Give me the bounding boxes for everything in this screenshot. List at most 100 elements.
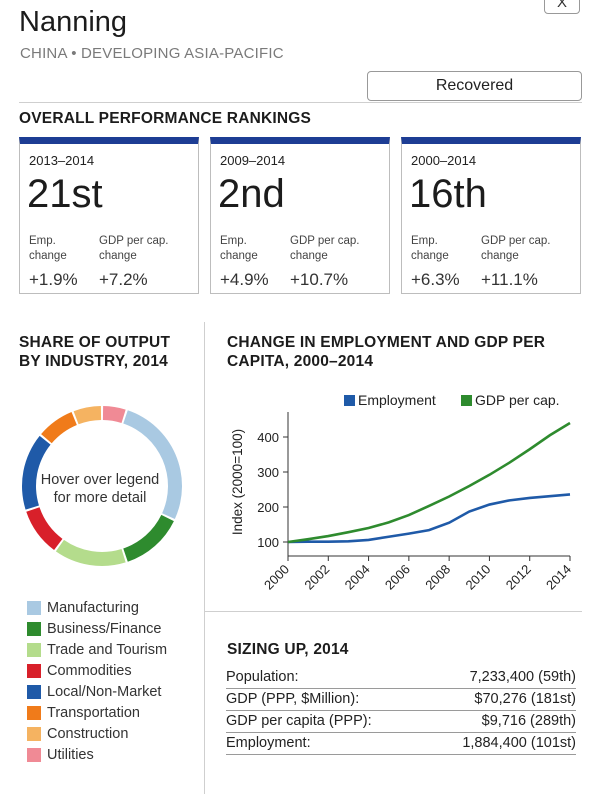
- x-tick-label: 2002: [301, 562, 332, 593]
- legend-swatch: [27, 705, 41, 720]
- donut-segment-business-finance: [123, 514, 174, 562]
- gdp-change-value: +10.7%: [290, 270, 349, 289]
- y-tick-label: 300: [257, 465, 279, 480]
- divider: [205, 611, 582, 612]
- legend-item-trade-and-tourism[interactable]: Trade and Tourism: [27, 639, 167, 660]
- legend-item-business-finance[interactable]: Business/Finance: [27, 618, 167, 639]
- legend-swatch: [27, 642, 41, 657]
- donut-segment-commodities: [26, 507, 63, 551]
- donut-segment-manufacturing: [123, 410, 182, 520]
- x-tick-label: 2010: [462, 562, 493, 593]
- y-tick-label: 400: [257, 430, 279, 445]
- donut-segment-utilities: [102, 406, 126, 423]
- gdp-change-label: GDP per cap. change: [481, 235, 551, 262]
- x-tick-label: 2000: [261, 562, 292, 593]
- card-period: 2013–2014: [29, 153, 95, 168]
- x-tick-label: 2006: [382, 562, 413, 593]
- legend-swatch: [27, 747, 41, 762]
- sizing-label: GDP per capita (PPP):: [226, 713, 372, 729]
- x-tick-label: 2014: [543, 562, 574, 593]
- y-axis-label: Index (2000=100): [230, 429, 245, 535]
- sizing-value: 1,884,400 (101st): [462, 735, 576, 751]
- legend-label: Business/Finance: [47, 620, 162, 637]
- ranking-card-2009-2014: 2009–2014 2nd Emp. change GDP per cap. cha…: [210, 137, 390, 294]
- emp-change-label: Emp. change: [411, 235, 449, 262]
- page-title: Nanning: [19, 6, 128, 38]
- legend-item-construction[interactable]: Construction: [27, 723, 167, 744]
- industry-donut-chart: [22, 406, 182, 566]
- x-tick-label: 2012: [503, 562, 534, 593]
- sizing-label: Employment:: [226, 735, 311, 751]
- card-period: 2009–2014: [220, 153, 286, 168]
- sizing-up-title: SIZING UP, 2014: [227, 641, 349, 658]
- x-tick-label: 2004: [342, 562, 373, 593]
- legend-swatch: [27, 726, 41, 741]
- close-button[interactable]: X: [544, 0, 580, 14]
- emp-change-value: +4.9%: [220, 270, 269, 289]
- donut-hint: Hover over legend for more detail: [40, 472, 160, 506]
- divider: [19, 102, 582, 103]
- emp-change-label: Emp. change: [220, 235, 258, 262]
- gdp-change-value: +7.2%: [99, 270, 148, 289]
- ranking-card-2000-2014: 2000–2014 16th Emp. change GDP per cap. ch…: [401, 137, 581, 294]
- ranking-card-2013-2014: 2013–2014 21st Emp. change GDP per cap. ch…: [19, 137, 199, 294]
- legend-label: Utilities: [47, 746, 94, 763]
- legend-item-transportation[interactable]: Transportation: [27, 702, 167, 723]
- rankings-title: OVERALL PERFORMANCE RANKINGS: [19, 110, 312, 127]
- y-tick-label: 200: [257, 500, 279, 515]
- sizing-table: Population: 7,233,400 (59th) GDP (PPP, $M…: [226, 667, 576, 755]
- emp-change-value: +6.3%: [411, 270, 460, 289]
- legend-item-commodities[interactable]: Commodities: [27, 660, 167, 681]
- legend-item-utilities[interactable]: Utilities: [27, 744, 167, 765]
- sizing-label: Population:: [226, 669, 299, 685]
- chart-legend-swatch: [461, 395, 472, 406]
- gdp-change-label: GDP per cap. change: [99, 235, 169, 262]
- x-tick-label: 2008: [422, 562, 453, 593]
- chart-legend-label-employment: Employment: [358, 392, 436, 408]
- legend-label: Local/Non-Market: [47, 683, 162, 700]
- gdp-change-label: GDP per cap. change: [290, 235, 360, 262]
- sizing-value: $70,276 (181st): [474, 691, 576, 707]
- sizing-row-gdp-per-capita: GDP per capita (PPP): $9,716 (289th): [226, 711, 576, 733]
- region-subtitle: CHINA • DEVELOPING ASIA-PACIFIC: [20, 45, 284, 62]
- gdp-change-value: +11.1%: [481, 270, 538, 289]
- employment-gdp-line-chart: 100 200 300 400 2000 2002 2004 2006 2008 2010 2012…: [230, 392, 574, 593]
- industry-legend: Manufacturing Business/Finance Trade and T…: [27, 597, 167, 765]
- emp-change-value: +1.9%: [29, 270, 78, 289]
- legend-label: Construction: [47, 725, 129, 742]
- donut-segment-transportation: [41, 412, 77, 444]
- card-rank: 2nd: [218, 172, 285, 216]
- legend-item-local-non-market[interactable]: Local/Non-Market: [27, 681, 167, 702]
- status-badge: Recovered: [367, 71, 582, 101]
- sizing-row-employment: Employment: 1,884,400 (101st): [226, 733, 576, 755]
- donut-segment-construction: [73, 406, 102, 425]
- sizing-value: $9,716 (289th): [481, 713, 576, 729]
- column-divider: [204, 322, 205, 794]
- series-line-employment: [287, 493, 571, 544]
- sizing-label: GDP (PPP, $Million):: [226, 691, 360, 707]
- y-tick-label: 100: [257, 535, 279, 550]
- chart-legend-swatch: [344, 395, 355, 406]
- legend-label: Commodities: [47, 662, 132, 679]
- legend-label: Manufacturing: [47, 599, 139, 616]
- card-rank: 21st: [27, 172, 103, 216]
- legend-swatch: [27, 663, 41, 678]
- sizing-value: 7,233,400 (59th): [469, 669, 576, 685]
- card-period: 2000–2014: [411, 153, 477, 168]
- sizing-row-gdp: GDP (PPP, $Million): $70,276 (181st): [226, 689, 576, 711]
- sizing-row-population: Population: 7,233,400 (59th): [226, 667, 576, 689]
- emp-change-label: Emp. change: [29, 235, 67, 262]
- legend-item-manufacturing[interactable]: Manufacturing: [27, 597, 167, 618]
- legend-label: Trade and Tourism: [47, 641, 168, 658]
- donut-segment-trade-and-tourism: [55, 539, 126, 566]
- legend-swatch: [27, 621, 41, 636]
- series-line-gdp-per-cap: [287, 421, 571, 544]
- legend-label: Transportation: [47, 704, 140, 721]
- donut-segment-local-non-market: [22, 435, 51, 510]
- change-chart-title: CHANGE IN EMPLOYMENT AND GDP PER CAPITA, …: [227, 334, 546, 370]
- chart-legend-label-gdp-per-cap: GDP per cap.: [475, 392, 560, 408]
- legend-swatch: [27, 600, 41, 615]
- share-of-output-title: SHARE OF OUTPUT BY INDUSTRY, 2014: [19, 334, 171, 370]
- legend-swatch: [27, 684, 41, 699]
- card-rank: 16th: [409, 172, 487, 216]
